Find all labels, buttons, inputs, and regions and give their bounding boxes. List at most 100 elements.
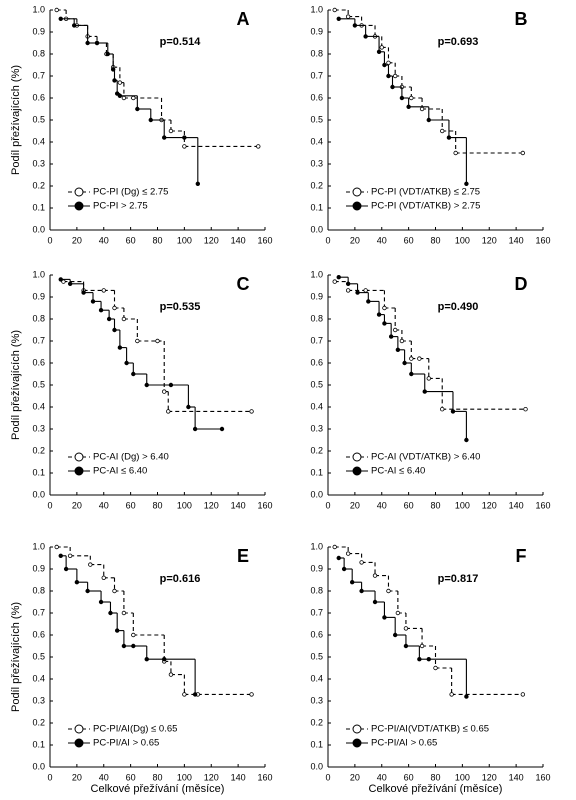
censor-marker xyxy=(426,657,431,662)
censor-marker xyxy=(117,80,123,85)
x-tick-label: 120 xyxy=(482,235,497,245)
censor-marker xyxy=(409,371,414,377)
y-tick-label: 0.3 xyxy=(32,695,45,705)
censor-marker xyxy=(192,692,198,697)
y-tick-label: 1.0 xyxy=(32,541,45,551)
censor-marker xyxy=(345,14,351,19)
y-tick-label: 0.7 xyxy=(32,607,45,617)
censor-marker xyxy=(453,150,458,156)
censor-marker xyxy=(336,555,341,561)
y-tick-label: 0.3 xyxy=(310,423,323,433)
x-tick-label: 0 xyxy=(47,772,52,782)
y-tick-label: 0.3 xyxy=(310,695,323,705)
y-tick-label: 0.1 xyxy=(32,202,45,212)
y-tick-label: 0.0 xyxy=(32,489,45,499)
censor-marker xyxy=(355,290,360,295)
y-tick-label: 0.9 xyxy=(32,26,45,36)
y-tick-label: 0.9 xyxy=(32,291,45,301)
y-tick-label: 0.4 xyxy=(32,401,45,411)
censor-marker xyxy=(186,404,191,410)
x-tick-label: 40 xyxy=(99,772,109,782)
x-tick-label: 20 xyxy=(72,500,82,510)
censor-marker xyxy=(426,376,431,381)
x-tick-label: 140 xyxy=(231,772,246,782)
censor-marker xyxy=(409,356,414,361)
x-tick-label: 20 xyxy=(72,772,82,782)
censor-marker xyxy=(450,409,456,414)
censor-marker xyxy=(363,288,368,293)
censor-marker xyxy=(449,692,454,697)
legend-marker xyxy=(74,201,84,211)
censor-marker xyxy=(409,95,414,101)
censor-marker xyxy=(349,580,355,585)
legend-label: PC-PI/AI(VDT/ATKB) ≤ 0.65 xyxy=(371,724,489,735)
censor-marker xyxy=(67,553,73,558)
x-tick-label: 60 xyxy=(404,235,414,245)
legend-marker xyxy=(352,466,362,476)
legend-label: PC-PI/AI > 0.65 xyxy=(93,738,159,749)
censor-marker xyxy=(112,588,117,594)
censor-marker xyxy=(219,426,225,432)
x-tick-label: 40 xyxy=(99,235,109,245)
panel-title: D xyxy=(515,274,528,294)
censor-marker xyxy=(395,610,401,616)
censor-marker xyxy=(135,106,140,112)
censor-marker xyxy=(520,150,526,156)
y-tick-label: 0.8 xyxy=(310,313,323,323)
censor-marker xyxy=(148,117,153,123)
p-value: p=0.817 xyxy=(438,573,479,585)
y-tick-label: 0.3 xyxy=(310,158,323,168)
censor-marker xyxy=(117,93,123,98)
censor-marker xyxy=(121,643,127,649)
y-tick-label: 0.3 xyxy=(32,158,45,168)
y-tick-label: 0.2 xyxy=(310,180,323,190)
x-tick-label: 0 xyxy=(325,500,330,510)
censor-marker xyxy=(54,7,59,13)
censor-marker xyxy=(67,281,73,286)
censor-marker xyxy=(392,327,398,333)
y-tick-label: 1.0 xyxy=(310,4,323,14)
censor-marker xyxy=(58,553,63,558)
censor-marker xyxy=(402,360,407,366)
censor-marker xyxy=(345,288,351,293)
censor-marker xyxy=(131,632,136,638)
censor-marker xyxy=(386,73,391,79)
y-tick-label: 0.8 xyxy=(32,585,45,595)
censor-marker xyxy=(388,334,394,339)
x-tick-label: 60 xyxy=(126,772,136,782)
censor-marker xyxy=(464,437,469,443)
censor-marker xyxy=(249,692,254,697)
censor-marker xyxy=(249,409,254,414)
y-tick-label: 0.2 xyxy=(32,445,45,455)
censor-marker xyxy=(376,312,382,317)
legend-marker xyxy=(352,201,362,211)
x-tick-label: 100 xyxy=(177,772,192,782)
censor-marker xyxy=(168,672,174,677)
x-tick-label: 60 xyxy=(126,500,136,510)
censor-marker xyxy=(94,40,100,46)
x-tick-label: 140 xyxy=(231,235,246,245)
censor-marker xyxy=(392,73,398,79)
x-tick-label: 60 xyxy=(404,772,414,782)
panel-title: C xyxy=(237,274,250,294)
x-tick-label: 20 xyxy=(72,235,82,245)
x-tick-label: 40 xyxy=(377,500,387,510)
y-tick-label: 0.7 xyxy=(310,335,323,345)
x-tick-label: 100 xyxy=(177,500,192,510)
legend-label: PC-PI/AI(Dg) ≤ 0.65 xyxy=(93,724,177,735)
y-tick-label: 1.0 xyxy=(310,541,323,551)
censor-marker xyxy=(359,588,364,594)
censor-marker xyxy=(464,181,469,186)
y-axis-label: Podíl přežívajících (%) xyxy=(10,330,22,440)
y-tick-label: 0.2 xyxy=(32,717,45,727)
censor-marker xyxy=(105,51,110,57)
censor-marker xyxy=(382,305,387,311)
x-tick-label: 0 xyxy=(325,772,330,782)
censor-marker xyxy=(386,60,391,65)
censor-marker xyxy=(98,599,104,605)
censor-marker xyxy=(332,7,337,13)
censor-marker xyxy=(359,560,364,565)
y-tick-label: 0.7 xyxy=(310,607,323,617)
legend-marker xyxy=(74,724,84,734)
censor-marker xyxy=(162,135,167,140)
